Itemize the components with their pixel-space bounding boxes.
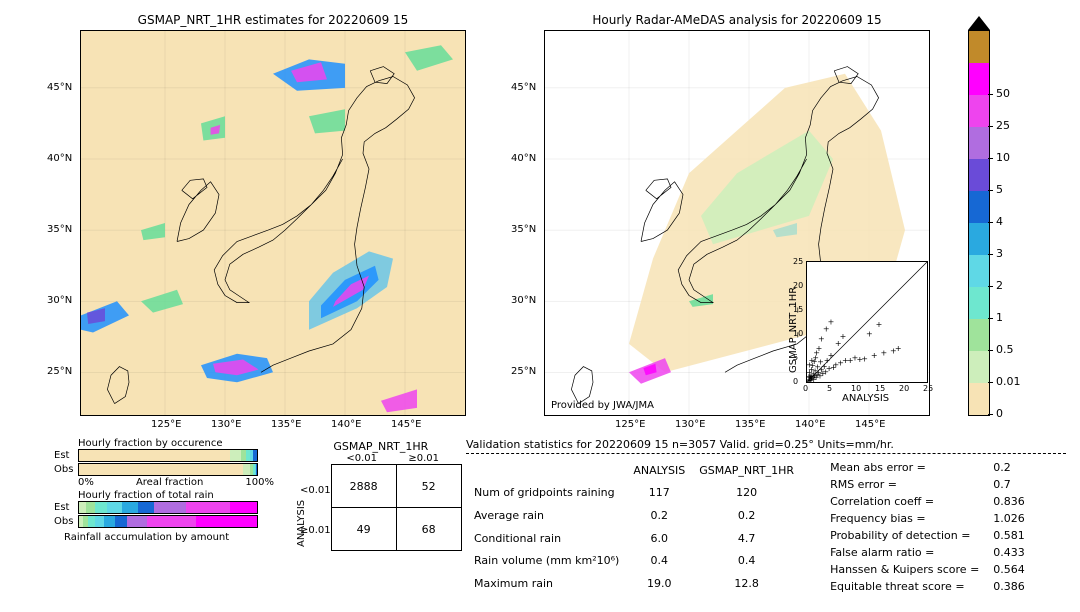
totalrain-title: Hourly fraction of total rain [78,490,274,501]
colorbar [968,30,990,416]
scatter-inset: ++++++++++++++++++++++++++++++++++++++++… [806,261,928,383]
contingency-block: GSMAP_NRT_1HR ANALYSIS<0.01≥0.01<0.01≥0.… [300,440,462,551]
accum-title: Rainfall accumulation by amount [64,532,274,543]
validation-rule [466,453,1066,454]
svg-text:+: + [828,318,835,327]
occurence-block: Hourly fraction by occurence EstObs 0% A… [54,438,274,543]
gsmap-map: GSMAP_NRT_1HR estimates for 20220609 15 … [80,30,466,416]
occ-xlabel: Areal fraction [136,477,203,488]
scatter-ylabel: GSMAP_NRT_1HR [788,287,799,373]
gsmap-map-title: GSMAP_NRT_1HR estimates for 20220609 15 [81,13,465,27]
radar-map: Hourly Radar-AMeDAS analysis for 2022060… [544,30,930,416]
contingency-content: ANALYSIS<0.01≥0.01<0.01≥0.012888524968 [300,453,462,551]
svg-text:+: + [828,351,835,360]
svg-text:+: + [866,330,873,339]
svg-text:+: + [880,349,887,358]
svg-text:+: + [861,354,868,363]
validation-left-table: ANALYSISGSMAP_NRT_1HRNum of gridpoints r… [466,458,802,596]
cont-title: GSMAP_NRT_1HR [300,440,462,453]
colorbar-top-marker [968,16,990,30]
gsmap-map-svg [81,31,465,415]
validation-right-table: Mean abs error =0.2RMS error =0.7Correla… [822,458,1033,596]
svg-text:+: + [807,361,813,370]
svg-text:+: + [895,344,902,353]
occ-x0: 0% [78,477,94,488]
scatter-xlabel: ANALYSIS [842,393,889,404]
validation-block: Validation statistics for 20220609 15 n=… [466,438,1066,596]
svg-text:+: + [818,334,825,343]
svg-text:+: + [871,351,878,360]
scatter-svg: ++++++++++++++++++++++++++++++++++++++++… [807,262,927,382]
svg-text:+: + [876,320,883,329]
validation-title: Validation statistics for 20220609 15 n=… [466,438,1066,451]
radar-map-title: Hourly Radar-AMeDAS analysis for 2022060… [545,13,929,27]
occ-x1: 100% [245,477,274,488]
occurence-bars: EstObs [54,449,274,476]
svg-text:+: + [840,332,847,341]
provided-by: Provided by JWA/JMA [551,400,654,411]
totalrain-bars: EstObs [54,501,274,528]
occurence-title: Hourly fraction by occurence [78,438,274,449]
